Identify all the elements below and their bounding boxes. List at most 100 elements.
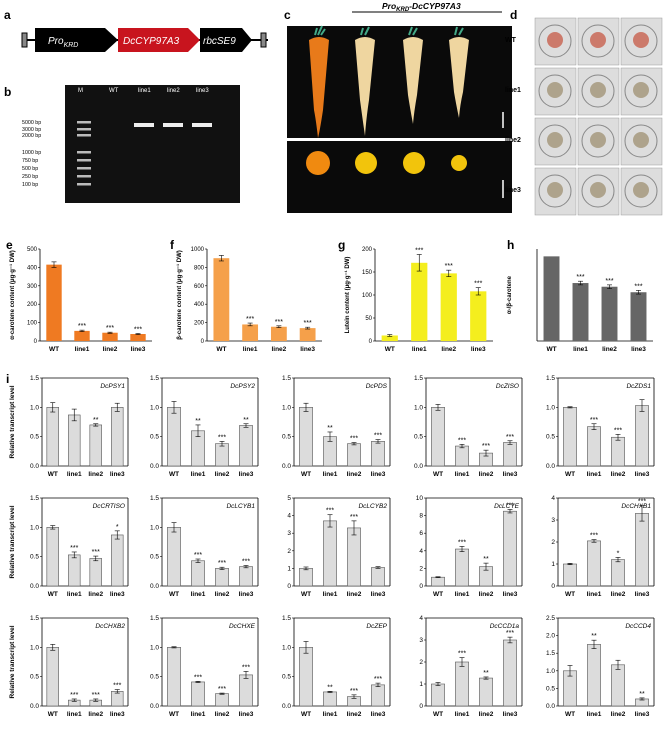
gene-name: DcLCYB2 (358, 503, 387, 510)
x-tick-label: line2 (441, 346, 456, 353)
gel-ladder-label: 3000 bp (22, 127, 41, 133)
chart-DcCHXE: 0.0 0.5 1.0 1.5 WT *** line1 *** line2 *** line3 Dc… (150, 615, 259, 718)
significance-label: ** (483, 556, 489, 563)
chart-DcLCYB1: 0.0 0.5 1.0 1.5 WT *** line1 *** line2 *** line3 Dc… (150, 495, 259, 598)
bar-line3 (239, 674, 253, 707)
panel-label-a: a (4, 8, 11, 22)
cell-outline (581, 24, 615, 58)
y-axis-label: Relative transcript level (9, 505, 16, 578)
y-tick-label: 400 (194, 302, 205, 308)
x-tick-label: line2 (611, 591, 626, 598)
y-tick-label: 1.5 (282, 375, 291, 382)
y-axis-label: α-carotene content (μg·g⁻¹ DW) (9, 250, 16, 340)
bar-line1 (68, 554, 81, 587)
x-tick-label: WT (301, 711, 311, 718)
carrot-panel: ProKRD-DcCYP97A3 (287, 0, 512, 215)
x-tick-label: line2 (479, 471, 494, 478)
x-tick-label: line3 (110, 711, 125, 718)
carrot-line3 (449, 26, 469, 118)
bar-WT (563, 563, 577, 587)
gene-name: DcZISO (496, 383, 519, 390)
y-tick-label: 0.5 (150, 674, 159, 681)
x-tick-label: line1 (587, 471, 602, 478)
chart-g: 0 50 100 150 200 WT *** line1 *** line2 *** line3 Lu… (344, 247, 493, 353)
gel-ladder-band (77, 134, 91, 137)
y-tick-label: 4 (551, 495, 555, 502)
bar-line1 (455, 445, 469, 467)
x-tick-label: line2 (347, 471, 362, 478)
y-tick-label: 0.5 (30, 674, 39, 681)
x-tick-label: line1 (323, 471, 338, 478)
gene-name: DcCHXE (229, 623, 256, 630)
plastid-cluster (633, 32, 649, 48)
x-tick-label: line3 (131, 346, 146, 353)
y-tick-label: 0 (419, 583, 423, 590)
x-tick-label: line2 (215, 591, 230, 598)
y-tick-label: 1.5 (546, 650, 555, 657)
gel-background (65, 85, 240, 203)
x-tick-label: line1 (191, 471, 206, 478)
bar-line2 (347, 527, 361, 587)
bar-WT (543, 256, 560, 341)
y-axis-label: β-carotene content (μg·g⁻¹ DW) (176, 250, 183, 340)
gene-name: DcZDS1 (626, 383, 651, 390)
protoplast-panel: WT line1 line2 line3 (505, 10, 665, 220)
gene-name: DcPSY1 (100, 383, 125, 390)
plastid-cluster (590, 132, 606, 148)
y-tick-label: 0.5 (414, 434, 423, 441)
gel-ladder-band (77, 151, 91, 154)
significance-label: *** (92, 692, 100, 699)
bar-WT (563, 407, 577, 467)
y-tick-label: 0.0 (150, 463, 159, 470)
x-tick-label: line2 (215, 711, 230, 718)
x-tick-label: line3 (503, 471, 518, 478)
bar-line1 (587, 644, 601, 707)
cell-outline (538, 174, 572, 208)
cell-outline (538, 74, 572, 108)
bar-line2 (611, 664, 625, 707)
bar-line2 (215, 443, 229, 467)
bar-line3 (630, 292, 647, 341)
significance-label: *** (590, 417, 598, 424)
cell-row-label: line2 (505, 137, 521, 144)
y-tick-label: 1.5 (282, 615, 291, 622)
y-tick-label: 0 (287, 583, 291, 590)
y-tick-label: 0.0 (30, 463, 39, 470)
bar-WT (46, 264, 62, 341)
bar-WT (299, 407, 313, 467)
gene-name: DcCCD4 (625, 623, 651, 630)
y-tick-label: 1.0 (150, 524, 159, 531)
promoter-label: ProKRD (48, 36, 78, 49)
y-tick-label: 0.0 (282, 703, 291, 710)
significance-label: *** (458, 539, 466, 546)
y-tick-label: 4 (287, 513, 291, 520)
x-tick-label: line3 (239, 711, 254, 718)
bar-line2 (611, 559, 625, 587)
bar-WT (431, 683, 445, 707)
y-tick-label: 800 (194, 265, 205, 271)
x-tick-label: line2 (271, 346, 286, 353)
significance-label: ** (327, 425, 333, 432)
significance-label: *** (474, 281, 482, 288)
x-tick-label: line2 (88, 471, 103, 478)
y-tick-label: 3 (551, 517, 555, 524)
y-tick-label: 2 (287, 548, 291, 555)
y-tick-label: 1.0 (30, 644, 39, 651)
x-tick-label: line3 (371, 471, 386, 478)
x-tick-label: WT (169, 471, 179, 478)
y-tick-label: 0 (201, 339, 205, 345)
gene-name: DcPDS (366, 383, 388, 390)
y-axis-label: Relative transcript level (9, 625, 16, 698)
bar-line3 (299, 328, 316, 341)
gel-ladder-band (77, 128, 91, 131)
bar-line1 (242, 324, 259, 341)
gel-ladder-band (77, 183, 91, 186)
x-tick-label: line1 (455, 591, 470, 598)
significance-label: *** (374, 676, 382, 683)
significance-label: *** (506, 630, 514, 637)
bar-WT (167, 647, 181, 707)
gene-name: DcPSY2 (230, 383, 255, 390)
y-tick-label: 200 (362, 247, 373, 253)
gel-panel: M WT line1 line2 line3 5000 bp 3000 bp 2000 bp 1… (20, 80, 270, 210)
gel-ladder-label: 5000 bp (22, 120, 41, 126)
